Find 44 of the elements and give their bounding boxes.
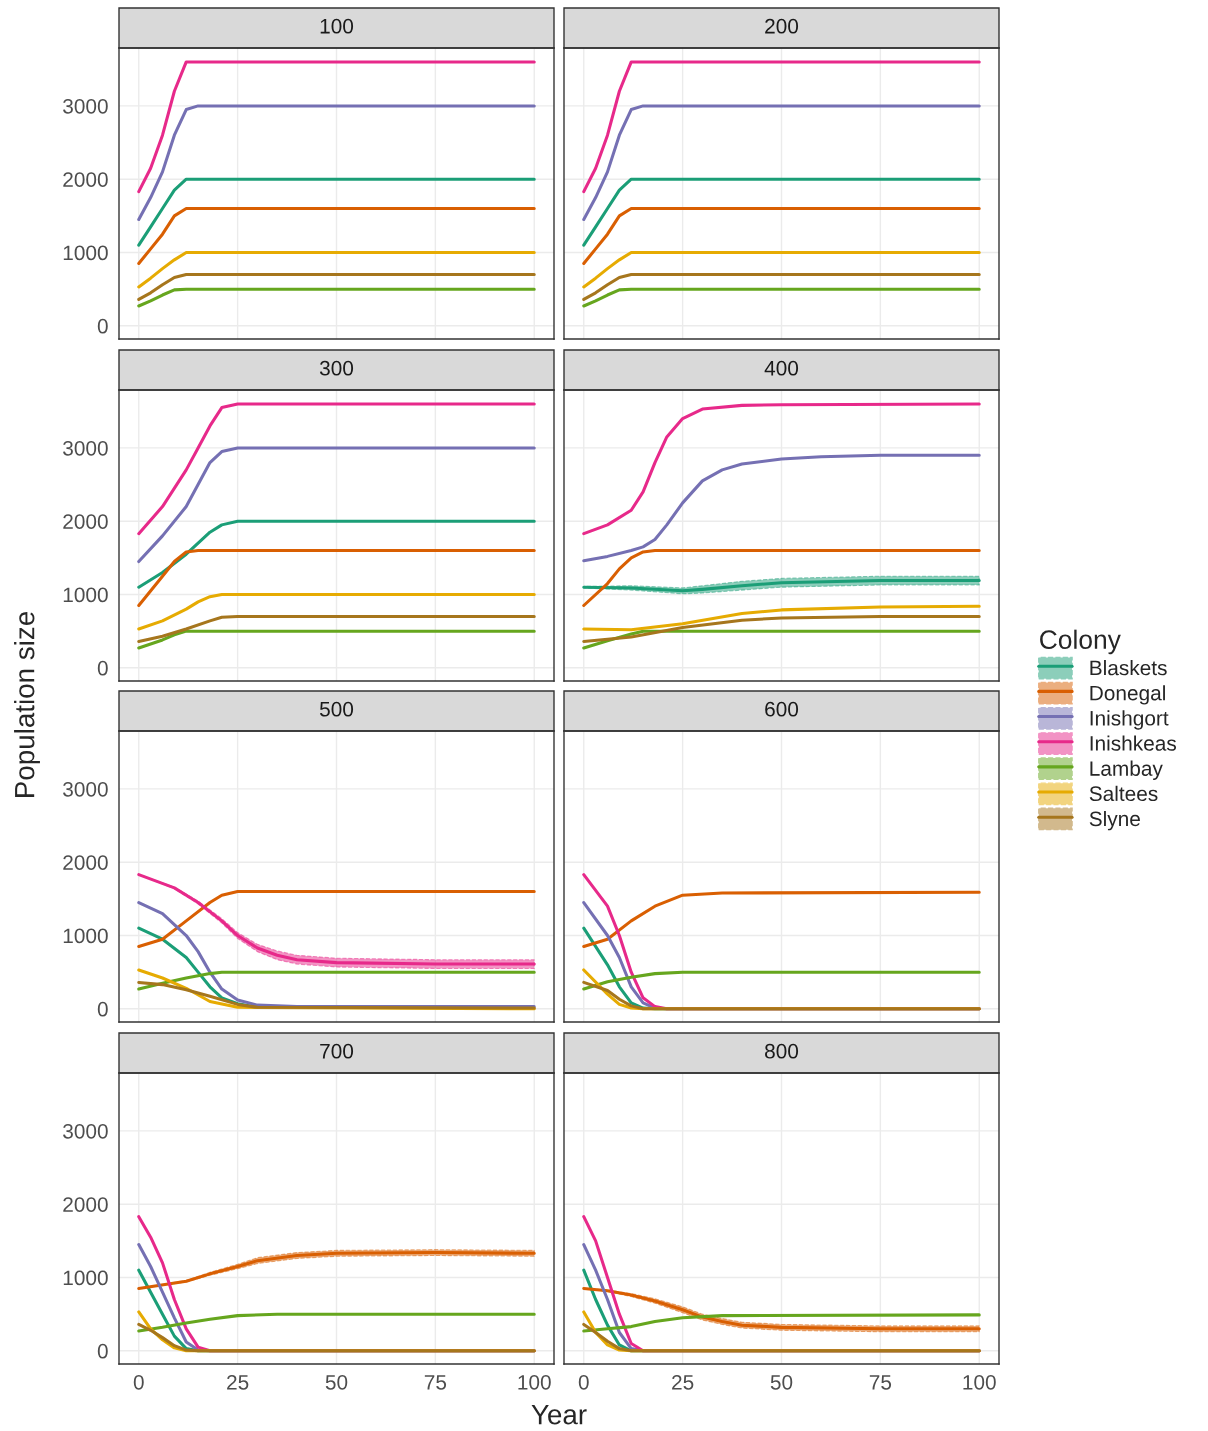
y-tick-label: 3000 [63,781,108,797]
chart-title: 500 [319,701,354,717]
y-tick-label: 0 [97,1001,108,1017]
legend-label: Donegal [1090,685,1165,705]
chart-title: 300 [319,360,354,376]
x-tick-label: 0 [133,1374,144,1390]
legend-label: Lambay [1090,760,1163,781]
legend-label: Slyne [1089,810,1140,831]
y-tick-label: 2000 [63,514,108,529]
legend-label: Inishkeas [1090,735,1177,751]
x-tick-label: 100 [963,1374,996,1390]
y-tick-label: 2000 [63,172,108,187]
x-tick-label: 0 [578,1374,589,1390]
x-tick-label: 75 [869,1375,892,1390]
y-tick-label: 3000 [63,440,108,456]
y-tick-label: 0 [97,660,108,676]
chart-title: 400 [764,360,799,376]
y-tick-label: 3000 [63,98,108,114]
x-tick-label: 50 [325,1374,348,1390]
x-tick-label: 25 [227,1374,249,1390]
legend-label: Saltees [1089,785,1158,802]
x-tick-label: 75 [424,1375,447,1390]
y-tick-label: 2000 [63,1197,108,1212]
y-tick-label: 1000 [63,587,108,603]
y-tick-label: 2000 [63,855,108,870]
y-tick-label: 0 [97,1343,108,1359]
legend-label: Inishgort [1090,710,1169,730]
chart-title: 600 [765,701,799,717]
x-tick-label: 100 [518,1374,551,1390]
x-tick-label: 25 [672,1374,694,1390]
x-axis-title: Year [531,1405,587,1425]
y-tick-label: 1000 [63,928,108,944]
y-tick-label: 0 [97,318,108,334]
y-tick-label: 3000 [63,1123,108,1139]
chart-title: 100 [320,18,354,34]
legend-title: Colony [1040,629,1121,655]
x-tick-label: 50 [770,1374,793,1390]
chart-title: 700 [320,1043,354,1059]
y-axis-title: Population size [14,612,40,797]
y-tick-label: 1000 [63,1270,108,1286]
y-tick-label: 1000 [63,245,108,261]
chart-title: 800 [765,1043,799,1059]
chart-title: 200 [765,18,799,34]
legend-label: Blaskets [1090,659,1167,676]
